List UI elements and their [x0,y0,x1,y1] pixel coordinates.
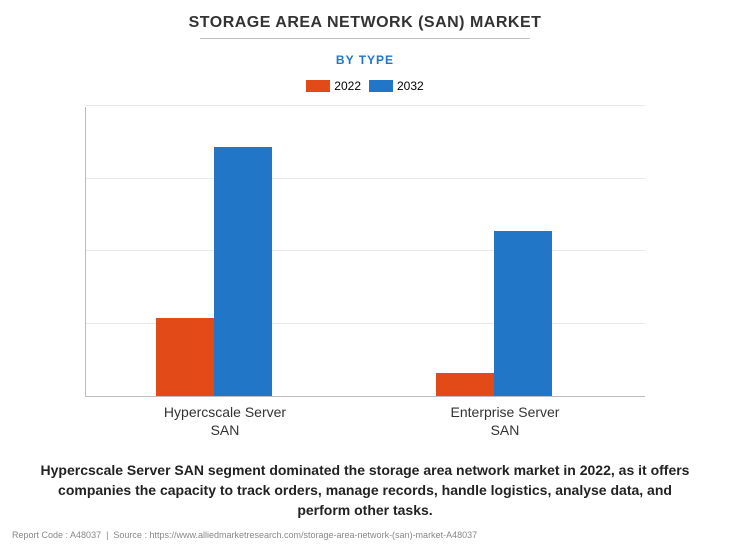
bar [494,231,552,396]
bar [214,147,272,396]
caption: Hypercscale Server SAN segment dominated… [35,461,695,520]
legend-swatch-2022 [306,80,330,92]
chart-title-text: STORAGE AREA NETWORK (SAN) MARKET [189,14,542,31]
bar-group [156,147,272,396]
title-underline [200,38,530,39]
grid-line [86,105,645,106]
chart-subtitle-text: BY TYPE [336,53,394,67]
legend-item-2032: 2032 [369,79,424,93]
footer-report-code-value: A48037 [70,530,101,540]
legend-item-2022: 2022 [306,79,361,93]
x-label-1-line1: Enterprise Server [451,404,560,420]
legend-label-2032: 2032 [397,79,424,93]
x-label-0-line2: SAN [211,422,240,438]
caption-text: Hypercscale Server SAN segment dominated… [41,462,690,517]
footer-source-label: Source : [113,530,147,540]
footer-source-value: https://www.alliedmarketresearch.com/sto… [149,530,477,540]
bar-group [436,231,552,396]
chart-subtitle: BY TYPE [0,53,730,67]
x-axis-labels: Hypercscale Server SAN Enterprise Server… [85,403,645,439]
legend-swatch-2032 [369,80,393,92]
x-label-1: Enterprise Server SAN [365,403,645,439]
x-label-1-line2: SAN [491,422,520,438]
x-label-0: Hypercscale Server SAN [85,403,365,439]
chart-title: STORAGE AREA NETWORK (SAN) MARKET [0,0,730,32]
x-label-0-line1: Hypercscale Server [164,404,286,420]
bar [156,318,214,396]
chart-plot-area [85,107,645,397]
bar [436,373,494,396]
legend: 2022 2032 [0,79,730,93]
footer: Report Code : A48037 | Source : https://… [12,530,477,540]
footer-report-code-label: Report Code : [12,530,68,540]
legend-label-2022: 2022 [334,79,361,93]
